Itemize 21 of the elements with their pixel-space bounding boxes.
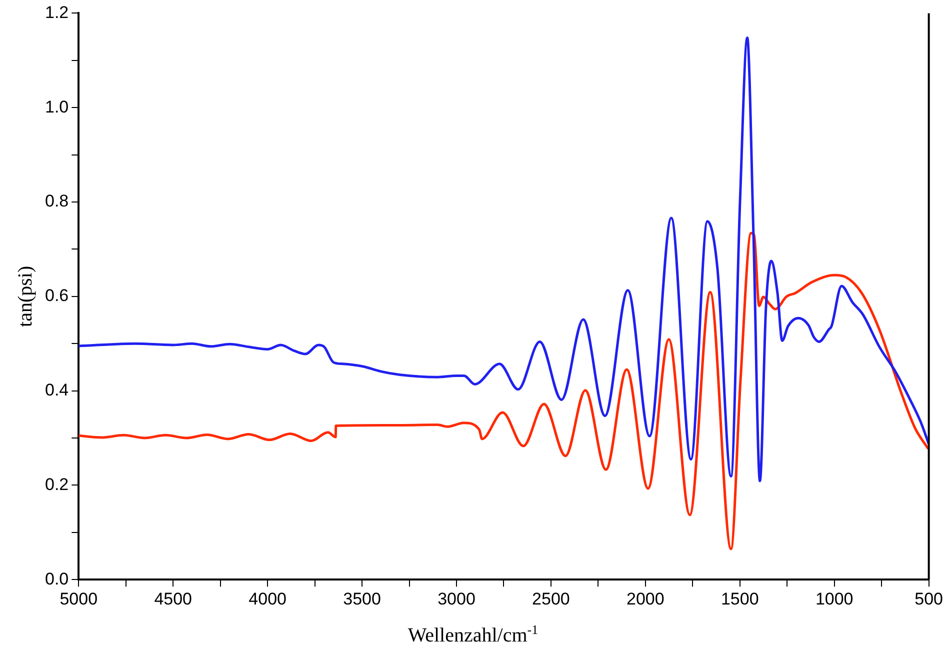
x-tick-label: 4000 — [248, 589, 286, 608]
x-tick-label: 5000 — [60, 589, 98, 608]
x-axis-title: Wellenzahl/cm$^{-1}$ — [406, 622, 540, 648]
x-tick-label: 500 — [914, 589, 944, 608]
x-tick-label: 4500 — [154, 589, 192, 608]
y-tick-label: 0.8 — [44, 192, 69, 211]
x-tick-label: 3500 — [343, 589, 381, 608]
y-tick-label: 1.2 — [44, 2, 69, 22]
line-series — [78, 232, 929, 550]
x-tick-label: 1500 — [720, 589, 759, 608]
y-tick-label: 0.4 — [44, 380, 69, 400]
y-tick-label: 1.0 — [44, 97, 69, 116]
x-tick-label: 1000 — [815, 589, 854, 608]
x-tick-label: 2000 — [626, 589, 664, 608]
y-axis-title: tan(psi) — [14, 266, 36, 327]
line-series — [78, 36, 929, 482]
x-tick-label: 3000 — [438, 589, 476, 608]
x-tick-label: 2500 — [532, 589, 570, 608]
y-tick-label: 0.0 — [44, 569, 69, 588]
y-tick-label: 0.2 — [44, 474, 69, 494]
y-tick-label: 0.6 — [44, 286, 69, 306]
